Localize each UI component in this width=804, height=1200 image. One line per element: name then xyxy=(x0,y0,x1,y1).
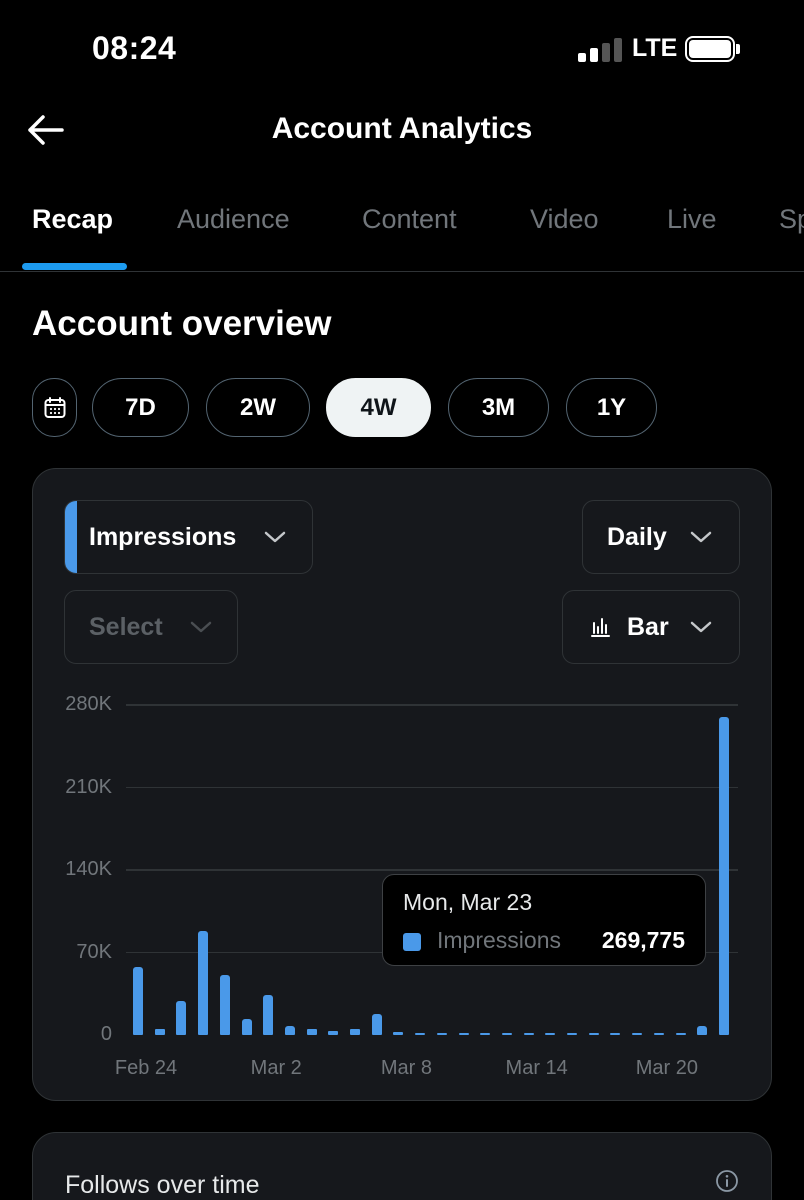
chart-bar[interactable] xyxy=(176,1000,187,1035)
range-2w-button[interactable]: 2W xyxy=(206,378,310,437)
status-time: 08:24 xyxy=(92,30,177,66)
x-axis-tick-label: Mar 20 xyxy=(635,1057,698,1079)
chart-bar[interactable] xyxy=(588,1032,599,1035)
chevron-down-icon xyxy=(690,531,712,543)
bar-chart-icon xyxy=(591,618,610,637)
chart-bar[interactable] xyxy=(284,1025,295,1035)
chart-type-dropdown[interactable]: Bar xyxy=(562,590,740,664)
y-axis-tick-label: 0 xyxy=(100,1023,112,1045)
tab-sp[interactable]: Sp xyxy=(779,204,804,234)
chart-bar[interactable] xyxy=(263,994,274,1035)
x-axis-tick-label: Mar 14 xyxy=(505,1057,568,1079)
back-arrow-icon[interactable] xyxy=(26,112,66,148)
chart-bar[interactable] xyxy=(133,966,143,1035)
compare-dropdown-label: Select xyxy=(89,612,163,641)
chart-type-label: Bar xyxy=(627,612,669,641)
chart-gridline xyxy=(126,786,738,788)
tooltip-date: Mon, Mar 23 xyxy=(403,889,533,915)
y-axis-tick-label: 280K xyxy=(65,693,112,715)
y-axis-tick-label: 70K xyxy=(76,940,112,963)
chart-bar[interactable] xyxy=(567,1032,578,1035)
y-axis-tick-label: 140K xyxy=(65,858,112,880)
status-bar: 08:24 LTE xyxy=(0,0,804,96)
interval-dropdown[interactable]: Daily xyxy=(582,500,740,574)
tab-video[interactable]: Video xyxy=(530,204,599,234)
chart-bar[interactable] xyxy=(219,974,230,1035)
tab-audience[interactable]: Audience xyxy=(177,204,290,234)
x-axis-tick-label: Mar 8 xyxy=(380,1057,432,1079)
tooltip-value: 269,775 xyxy=(601,927,685,953)
info-icon[interactable] xyxy=(715,1169,739,1193)
chart-bar[interactable] xyxy=(306,1029,317,1035)
chart-bar[interactable] xyxy=(436,1032,447,1035)
chevron-down-icon xyxy=(690,621,712,633)
chart-gridline xyxy=(126,704,738,706)
metric-color-indicator xyxy=(65,501,77,573)
chart-bar[interactable] xyxy=(501,1032,512,1035)
active-tab-indicator xyxy=(22,263,127,270)
chart-bar[interactable] xyxy=(675,1032,686,1035)
chart-tooltip: Mon, Mar 23 Impressions 269,775 xyxy=(382,874,706,966)
range-3m-button[interactable]: 3M xyxy=(448,378,549,437)
chart-bar[interactable] xyxy=(371,1013,382,1035)
range-4w-button[interactable]: 4W xyxy=(326,378,431,437)
compare-dropdown[interactable]: Select xyxy=(64,590,238,664)
chart-bar[interactable] xyxy=(632,1032,643,1035)
tooltip-series-swatch xyxy=(403,933,421,951)
y-axis-tick-label: 210K xyxy=(65,775,112,798)
chart-bar[interactable] xyxy=(198,931,209,1035)
chart-bar[interactable] xyxy=(241,1018,252,1035)
tab-bar: Recap Audience Content Video Live Sp xyxy=(0,190,804,272)
chart-bar[interactable] xyxy=(523,1032,534,1035)
chart-bar[interactable] xyxy=(415,1032,426,1035)
chart-bar[interactable] xyxy=(154,1029,165,1035)
network-type: LTE xyxy=(632,34,678,62)
x-axis-tick-label: Feb 24 xyxy=(114,1057,178,1079)
signal-icon xyxy=(578,38,622,62)
tab-live[interactable]: Live xyxy=(667,204,717,234)
chart-bar[interactable] xyxy=(328,1030,339,1035)
x-axis-tick-label: Mar 2 xyxy=(250,1057,302,1079)
chart-bar[interactable] xyxy=(480,1032,491,1035)
tab-content[interactable]: Content xyxy=(362,204,457,234)
metric-dropdown-label: Impressions xyxy=(89,522,237,551)
tab-recap[interactable]: Recap xyxy=(32,204,114,234)
chart-bar[interactable] xyxy=(610,1032,621,1035)
range-1y-button[interactable]: 1Y xyxy=(566,378,657,437)
chart-gridline xyxy=(126,869,738,871)
page-title: Account Analytics xyxy=(271,112,533,145)
chart-bar[interactable] xyxy=(350,1029,361,1035)
section-title: Account overview xyxy=(32,304,332,343)
tooltip-series-name: Impressions xyxy=(437,927,561,953)
chart-bar[interactable] xyxy=(697,1025,708,1035)
calendar-icon xyxy=(44,396,65,418)
chart-bar[interactable] xyxy=(545,1032,556,1035)
chart-bar[interactable] xyxy=(458,1032,469,1035)
chart-bar[interactable] xyxy=(719,717,729,1035)
chevron-down-icon xyxy=(190,621,212,633)
calendar-button[interactable] xyxy=(32,378,77,437)
chevron-down-icon xyxy=(264,531,286,543)
follows-card: Follows over time xyxy=(32,1132,772,1200)
chart-bar[interactable] xyxy=(393,1032,404,1035)
battery-icon xyxy=(685,36,740,62)
chart-bar[interactable] xyxy=(653,1032,664,1035)
interval-dropdown-label: Daily xyxy=(607,522,667,551)
follows-card-title: Follows over time xyxy=(65,1171,260,1199)
metric-dropdown[interactable]: Impressions xyxy=(64,500,313,574)
range-7d-button[interactable]: 7D xyxy=(92,378,189,437)
